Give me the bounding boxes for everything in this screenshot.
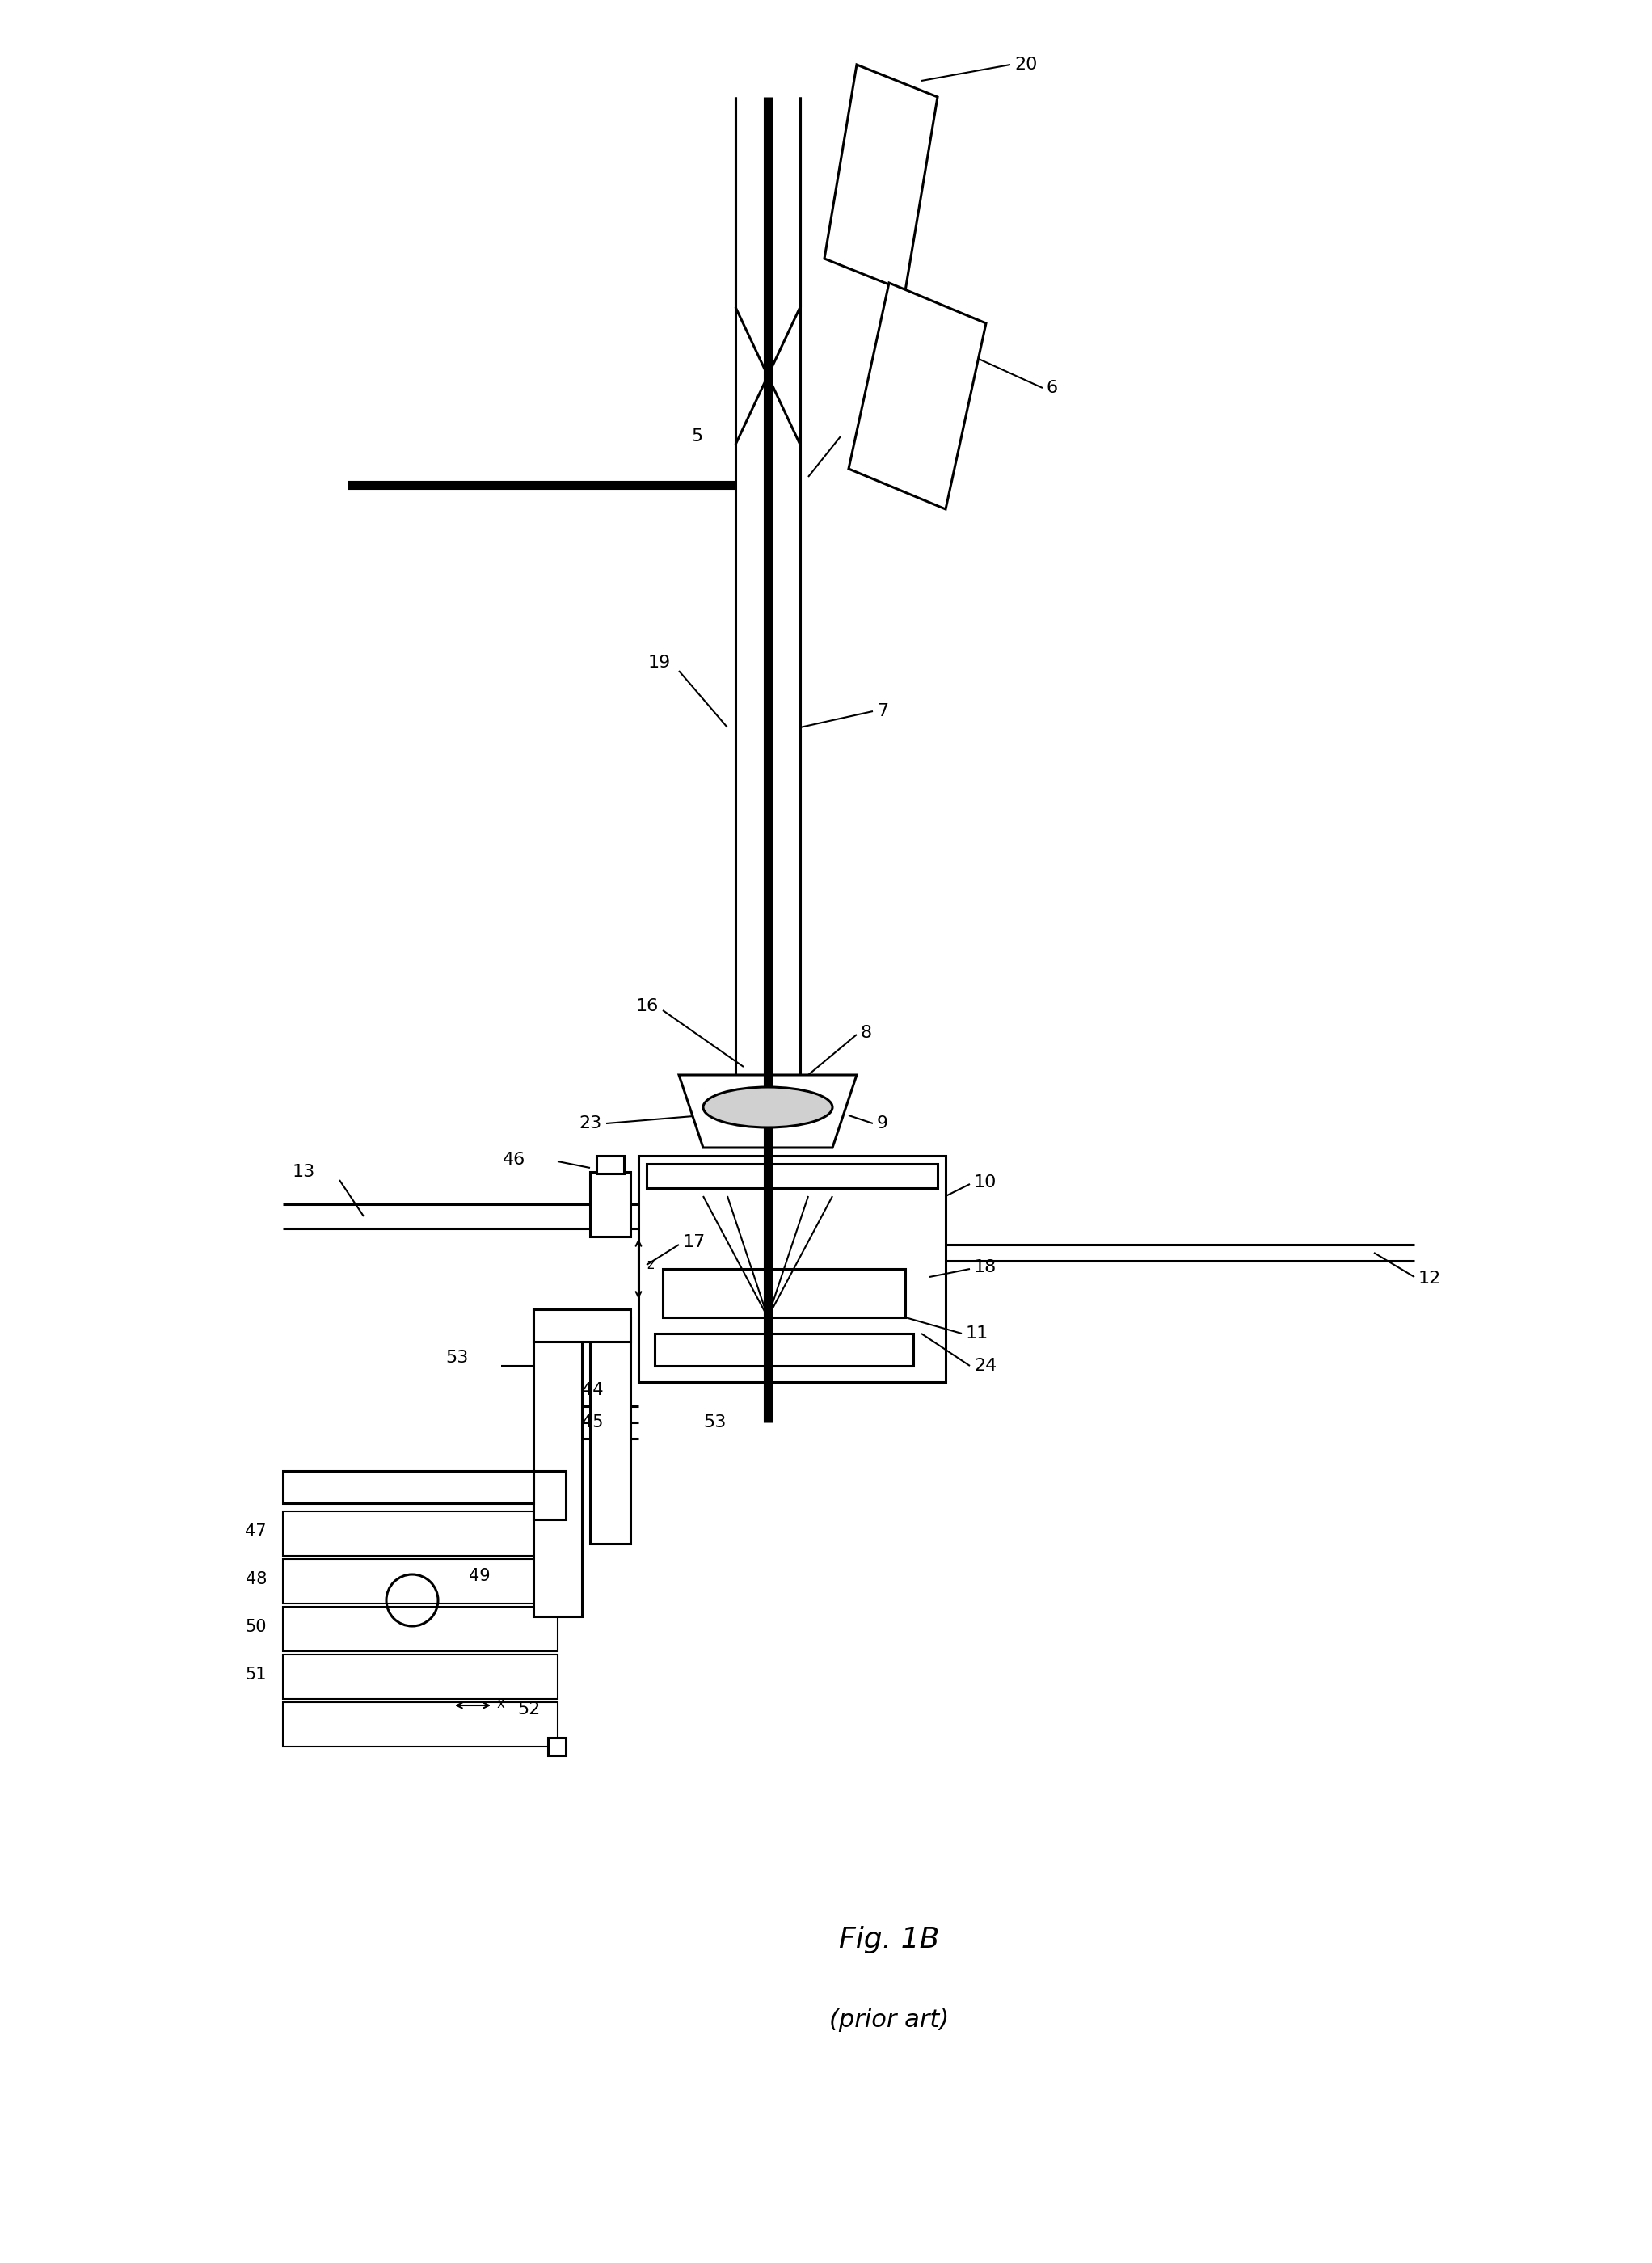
Bar bbox=[282, 1654, 558, 1700]
Polygon shape bbox=[679, 1075, 857, 1147]
Polygon shape bbox=[849, 283, 986, 509]
Text: 47: 47 bbox=[244, 1523, 266, 1539]
Bar bbox=[534, 1310, 582, 1616]
Text: 18: 18 bbox=[975, 1258, 996, 1276]
Text: Fig. 1B: Fig. 1B bbox=[839, 1926, 940, 1953]
Text: 46: 46 bbox=[502, 1152, 525, 1168]
Text: 52: 52 bbox=[517, 1702, 540, 1718]
Text: 5: 5 bbox=[692, 428, 704, 444]
Text: (prior art): (prior art) bbox=[829, 2010, 948, 2032]
Bar bbox=[638, 1156, 945, 1383]
Bar bbox=[534, 1471, 565, 1518]
Text: 16: 16 bbox=[636, 998, 659, 1014]
Bar bbox=[646, 1163, 938, 1188]
Bar bbox=[662, 1270, 905, 1317]
Polygon shape bbox=[824, 66, 938, 292]
Ellipse shape bbox=[704, 1086, 833, 1127]
Text: 7: 7 bbox=[877, 704, 889, 720]
Text: 49: 49 bbox=[469, 1568, 491, 1584]
Bar bbox=[654, 1333, 914, 1367]
Bar bbox=[282, 1607, 558, 1652]
Text: 50: 50 bbox=[244, 1618, 266, 1634]
Bar bbox=[282, 1559, 558, 1604]
Text: 17: 17 bbox=[682, 1233, 705, 1249]
Text: 48: 48 bbox=[246, 1571, 266, 1586]
Text: x: x bbox=[497, 1697, 506, 1711]
Bar bbox=[282, 1471, 534, 1503]
Text: 45: 45 bbox=[582, 1414, 603, 1430]
Text: 53: 53 bbox=[704, 1414, 727, 1430]
Text: 51: 51 bbox=[244, 1666, 266, 1684]
Bar bbox=[590, 1317, 631, 1543]
Text: 13: 13 bbox=[292, 1163, 316, 1179]
Bar bbox=[282, 1702, 558, 1747]
Text: 19: 19 bbox=[648, 654, 671, 670]
Bar bbox=[534, 1310, 631, 1342]
Text: 9: 9 bbox=[877, 1116, 889, 1132]
Text: 6: 6 bbox=[1047, 380, 1057, 396]
Text: 11: 11 bbox=[966, 1326, 988, 1342]
Text: 24: 24 bbox=[975, 1358, 996, 1374]
Text: 44: 44 bbox=[582, 1383, 603, 1399]
Text: 53: 53 bbox=[446, 1349, 469, 1367]
Text: 10: 10 bbox=[975, 1174, 996, 1190]
Text: 12: 12 bbox=[1419, 1270, 1441, 1288]
Text: 23: 23 bbox=[580, 1116, 601, 1132]
Bar bbox=[282, 1512, 558, 1557]
Text: 8: 8 bbox=[861, 1025, 872, 1041]
Bar bbox=[590, 1172, 631, 1236]
Text: z: z bbox=[646, 1258, 654, 1272]
Text: 20: 20 bbox=[1014, 57, 1037, 72]
Bar bbox=[548, 1738, 565, 1756]
Bar bbox=[596, 1156, 624, 1174]
